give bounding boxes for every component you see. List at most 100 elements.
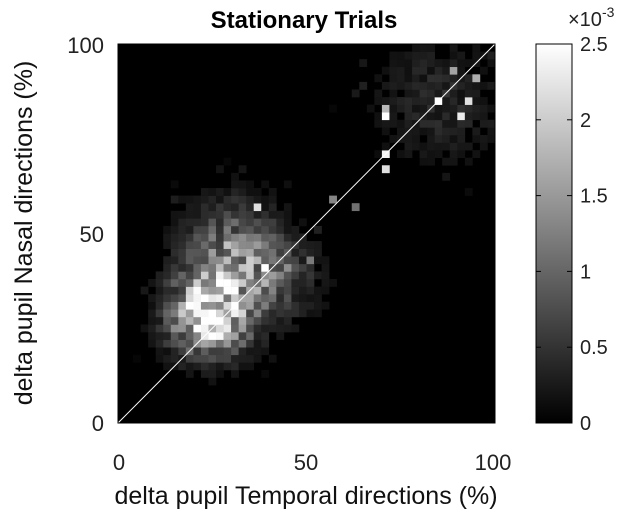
heatmap-cell xyxy=(427,157,435,166)
heatmap-cell xyxy=(208,339,217,348)
heatmap-cell xyxy=(268,218,277,227)
heatmap-cell xyxy=(163,233,172,242)
heatmap-cell xyxy=(457,66,466,75)
heatmap-cell xyxy=(268,324,277,333)
heatmap-cell xyxy=(314,225,322,234)
heatmap-cell xyxy=(434,112,443,121)
heatmap-cell xyxy=(268,316,277,325)
colorbar-tick-label: 0.5 xyxy=(580,337,608,359)
heatmap-cell xyxy=(216,362,224,371)
heatmap-cell xyxy=(487,104,496,113)
heatmap-cell xyxy=(276,241,285,249)
heatmap-cell xyxy=(306,286,315,295)
heatmap-cell xyxy=(464,97,473,105)
heatmap-cell xyxy=(276,301,285,310)
colorbar-tick-label: 1 xyxy=(580,261,591,283)
heatmap-cell xyxy=(185,195,194,204)
heatmap-cell xyxy=(389,81,398,90)
heatmap-cell xyxy=(276,316,285,325)
heatmap-cell xyxy=(487,127,496,136)
heatmap-cell xyxy=(193,362,202,371)
x-tick-label: 0 xyxy=(113,450,125,475)
heatmap-cell xyxy=(231,172,239,181)
heatmap-cell xyxy=(223,316,232,325)
heatmap-cell xyxy=(374,112,383,121)
plot-frame xyxy=(117,43,496,424)
heatmap-cell xyxy=(223,354,232,363)
heatmap-cell xyxy=(223,362,232,371)
heatmap-cell xyxy=(253,218,262,227)
heatmap-cell xyxy=(155,316,164,325)
colorbar-exponent: ×10-3 xyxy=(568,4,615,31)
heatmap-cell xyxy=(170,332,179,340)
heatmap-cell xyxy=(479,119,488,128)
heatmap-cell xyxy=(449,44,458,52)
heatmap-cell xyxy=(261,309,270,318)
heatmap-cell xyxy=(253,225,262,234)
heatmap-cell xyxy=(268,233,277,242)
heatmap-cell xyxy=(449,142,458,151)
heatmap-cell xyxy=(185,203,194,212)
heatmap-cell xyxy=(261,324,270,333)
heatmap-cell xyxy=(381,66,390,75)
heatmap-cell xyxy=(163,256,172,265)
heatmap-cell xyxy=(268,354,277,363)
heatmap-cell xyxy=(200,278,209,287)
heatmap-cell xyxy=(472,104,481,113)
heatmap-cell xyxy=(193,301,202,310)
heatmap-cell xyxy=(155,332,164,340)
heatmap-cell xyxy=(163,278,172,287)
heatmap-cell xyxy=(442,127,451,136)
y-axis-label: delta pupil Nasal directions (%) xyxy=(10,61,38,406)
heatmap-cell xyxy=(178,362,187,371)
heatmap-cell xyxy=(404,89,413,98)
heatmap-cell xyxy=(283,180,292,189)
heatmap-cell xyxy=(178,286,187,295)
heatmap-cell xyxy=(238,362,247,371)
heatmap-cell xyxy=(276,271,285,280)
heatmap-cell xyxy=(216,271,224,280)
heatmap-cell xyxy=(133,354,141,363)
heatmap-cell xyxy=(427,97,435,105)
heatmap-cell xyxy=(193,241,202,249)
heatmap-cell xyxy=(148,316,156,325)
heatmap-cell xyxy=(449,104,458,113)
heatmap-cell xyxy=(223,225,232,234)
heatmap-cell xyxy=(238,225,247,234)
heatmap-cell xyxy=(419,127,428,136)
heatmap-cell xyxy=(200,347,209,356)
heatmap-cell xyxy=(276,225,285,234)
heatmap-cell xyxy=(185,233,194,242)
heatmap-cell xyxy=(231,248,239,257)
heatmap-cell xyxy=(276,294,285,303)
heatmap-cell xyxy=(412,66,420,75)
colorbar-tick-label: 2.5 xyxy=(580,34,608,56)
heatmap-cell xyxy=(487,51,496,60)
heatmap-cell xyxy=(216,301,224,310)
heatmap-cell xyxy=(163,316,172,325)
heatmap-cell xyxy=(163,309,172,318)
heatmap-cell xyxy=(246,316,255,325)
heatmap-cell xyxy=(185,309,194,318)
heatmap-cell xyxy=(208,301,217,310)
heatmap-cell xyxy=(396,104,405,113)
heatmap-cell xyxy=(246,294,255,303)
heatmap-cell xyxy=(291,294,300,303)
heatmap-cell xyxy=(442,81,451,90)
heatmap-cell xyxy=(404,74,413,83)
heatmap-cell xyxy=(216,233,224,242)
heatmap-cell xyxy=(170,210,179,219)
heatmap-cell xyxy=(396,97,405,105)
heatmap-cell xyxy=(208,256,217,265)
heatmap-cell xyxy=(231,369,239,378)
heatmap-cell xyxy=(291,248,300,257)
heatmap-cell xyxy=(208,286,217,295)
heatmap-cell xyxy=(321,286,330,295)
heatmap-cell xyxy=(412,104,420,113)
heatmap-cell xyxy=(427,74,435,83)
heatmap-cell xyxy=(246,210,255,219)
heatmap-cell xyxy=(434,150,443,158)
heatmap-cell xyxy=(170,218,179,227)
heatmap-cell xyxy=(163,347,172,356)
heatmap-cell xyxy=(442,172,451,181)
